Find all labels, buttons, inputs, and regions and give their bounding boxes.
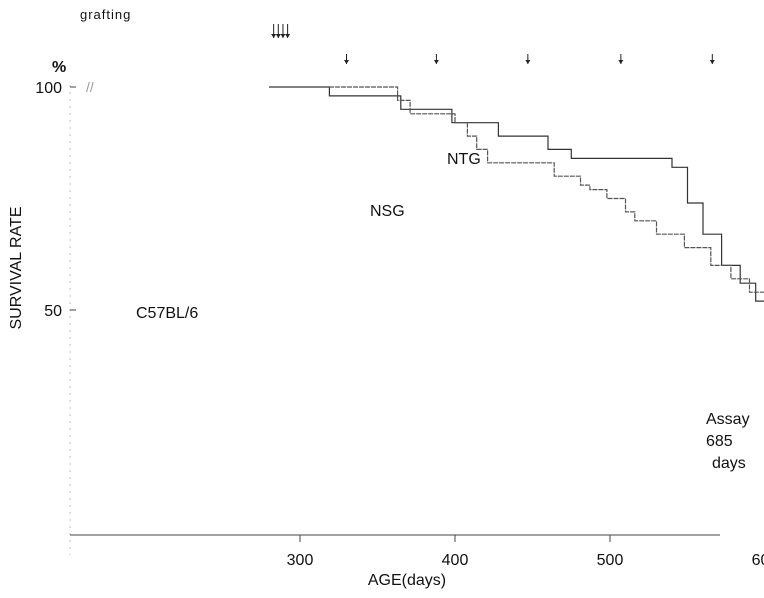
series-lines bbox=[269, 86, 764, 302]
top-arrows bbox=[271, 24, 715, 64]
schedule-arrow-head bbox=[271, 34, 277, 38]
schedule-arrow-head bbox=[618, 60, 624, 64]
assay-label-line2: 685 bbox=[706, 433, 733, 450]
schedule-arrow-head bbox=[433, 60, 439, 64]
series-line-ntg bbox=[269, 86, 764, 302]
y-tick-label: 100 bbox=[35, 80, 62, 97]
schedule-arrow-head bbox=[525, 60, 531, 64]
schedule-arrow-head bbox=[275, 34, 281, 38]
series-line-nsg bbox=[269, 86, 764, 293]
x-tick-label: 500 bbox=[597, 552, 624, 569]
y-tick-label: 50 bbox=[44, 303, 62, 320]
x-tick-label: 600 bbox=[752, 552, 764, 569]
x-axis-label: AGE(days) bbox=[368, 572, 446, 589]
y-axis-label: SURVIVAL RATE bbox=[8, 207, 25, 330]
x-tick-label: 400 bbox=[442, 552, 469, 569]
schedule-arrow-head bbox=[280, 34, 286, 38]
assay-label-line1: Assay bbox=[706, 411, 750, 428]
y-unit-label: % bbox=[52, 59, 66, 76]
series-label-nsg: NSG bbox=[370, 203, 405, 220]
assay-label-line3: days bbox=[712, 455, 746, 472]
series-label-ntg: NTG bbox=[447, 151, 481, 168]
x-tick-label: 300 bbox=[287, 552, 314, 569]
schedule-arrow-head bbox=[709, 60, 715, 64]
schedule-arrow-head bbox=[344, 60, 349, 64]
axes: // bbox=[69, 79, 720, 555]
x-ticks: 300400500600700 bbox=[287, 535, 764, 569]
grafting-label: grafting bbox=[80, 7, 131, 22]
schedule-arrow-head bbox=[285, 34, 291, 38]
axis-break-mark: // bbox=[86, 79, 94, 95]
strain-label: C57BL/6 bbox=[136, 305, 198, 322]
y-ticks: 50 100 bbox=[35, 80, 76, 320]
